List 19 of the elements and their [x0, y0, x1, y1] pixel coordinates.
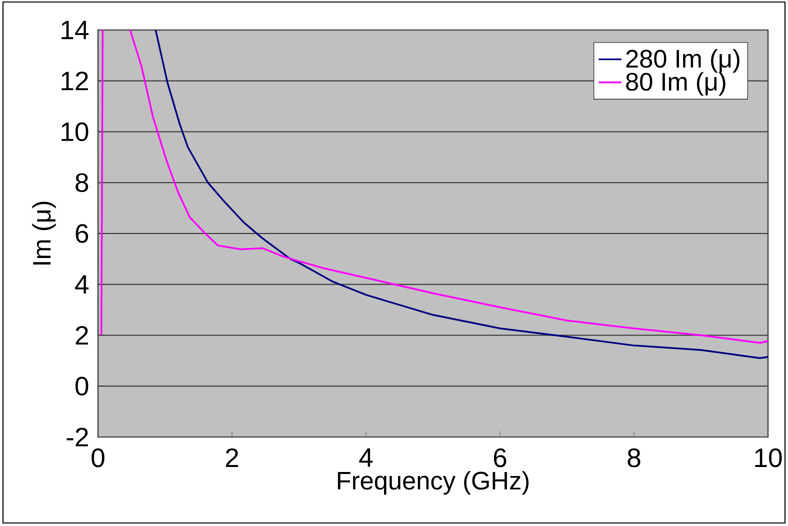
y-axis-title: Im (μ)	[32, 202, 56, 264]
x-tick-label: 4	[359, 448, 373, 467]
y-tick-label: 12	[62, 72, 88, 90]
y-tick-label: 14	[62, 20, 89, 40]
y-tick-label: 10	[62, 122, 88, 142]
x-tick-label: 2	[226, 448, 238, 467]
legend-label: 80 Im (μ)	[626, 72, 726, 96]
y-tick-label: 2	[76, 326, 88, 345]
x-tick-label: 10	[755, 448, 782, 468]
y-tick-label: 0	[76, 376, 88, 396]
y-tick-label: 4	[75, 275, 89, 294]
y-tick-label: 6	[76, 224, 88, 243]
x-tick-label: 6	[494, 448, 506, 468]
x-axis-title: Frequency (GHz)	[338, 471, 529, 495]
x-tick-label: 8	[628, 448, 640, 468]
x-tick-label: 0	[92, 448, 104, 468]
legend-label: 280 Im (μ)	[626, 49, 740, 73]
y-tick-label: 8	[76, 173, 88, 192]
y-tick-label: -2	[66, 428, 88, 446]
